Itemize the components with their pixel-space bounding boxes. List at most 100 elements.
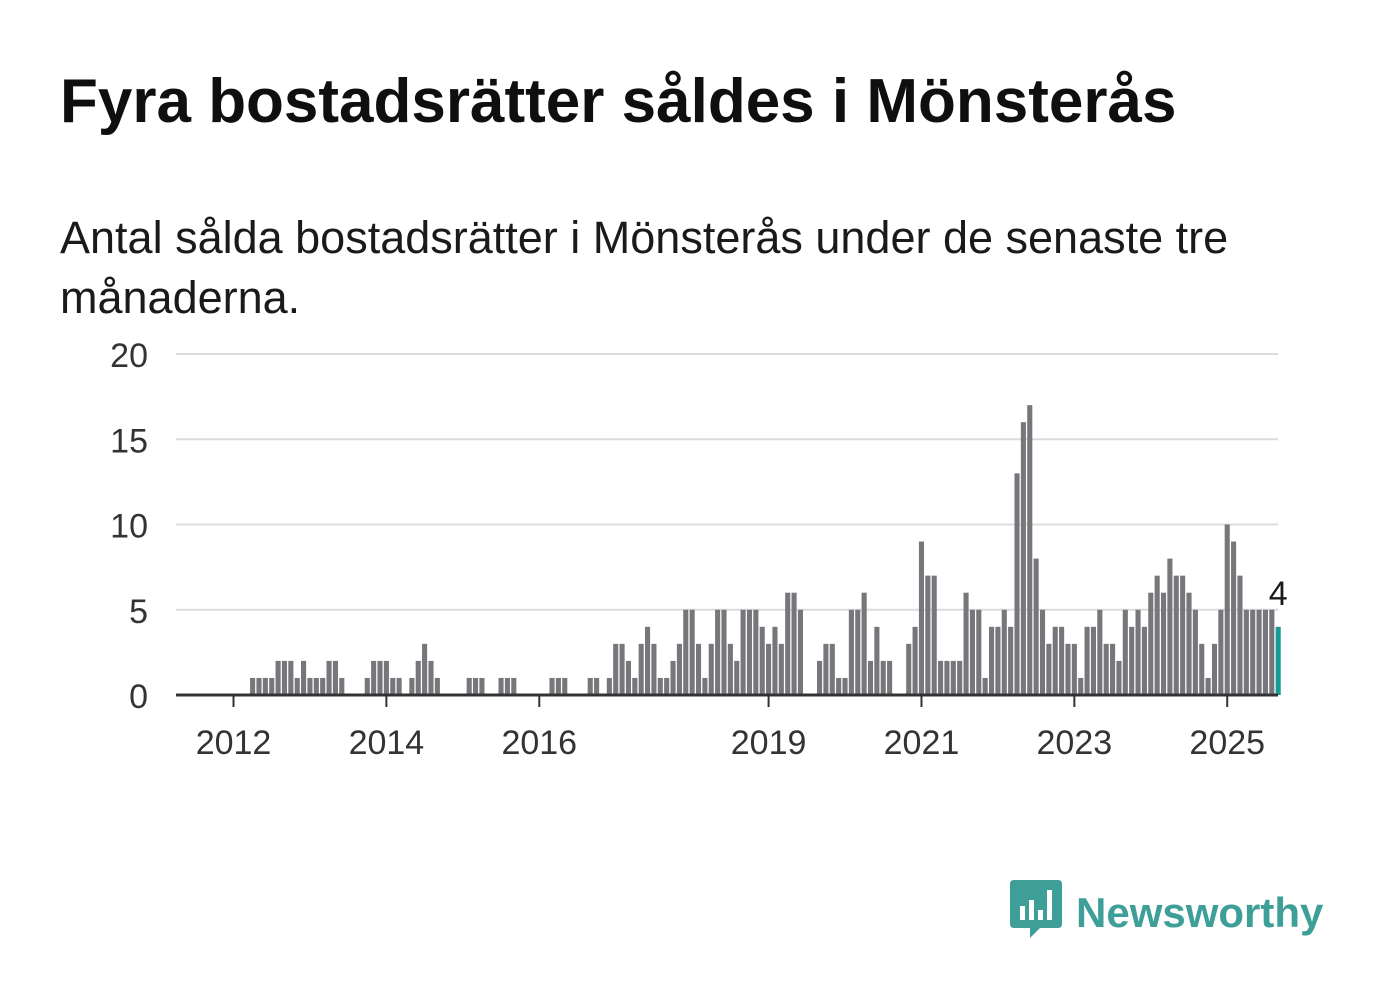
y-tick-label: 0 (129, 678, 148, 716)
chart-title: Fyra bostadsrätter såldes i Mönsterås (60, 67, 1177, 136)
bar (1116, 660, 1122, 695)
bar (1039, 609, 1046, 695)
bar (931, 575, 937, 695)
bar (1256, 609, 1262, 695)
bar (339, 677, 345, 695)
bar (1205, 677, 1211, 695)
bar (1160, 592, 1167, 695)
bar (695, 643, 702, 695)
bar (753, 609, 759, 695)
bar (963, 592, 969, 695)
bar (594, 677, 600, 695)
bar (377, 660, 383, 695)
bar (797, 609, 803, 695)
bar (1001, 609, 1007, 695)
bar (683, 609, 689, 695)
bar (332, 660, 338, 695)
x-tick-label: 2016 (501, 724, 577, 762)
bar (434, 677, 440, 695)
bar (836, 677, 842, 695)
bar (371, 660, 377, 695)
bar (1065, 643, 1071, 695)
bar (1180, 575, 1186, 695)
bar (817, 660, 823, 695)
bar (1059, 626, 1065, 695)
bar (938, 660, 944, 695)
bar (715, 609, 721, 695)
bar (766, 643, 772, 695)
bar (676, 643, 682, 695)
bar (734, 660, 740, 695)
bar (823, 643, 829, 695)
logo-text: Newsworthy (1076, 888, 1324, 936)
x-axis-ticks: 2012 2014 2016 2019 2021 2023 2025 (196, 695, 1265, 762)
bar (721, 609, 727, 695)
bar (320, 677, 326, 695)
bar (829, 643, 835, 695)
bar (1269, 609, 1275, 695)
bar (912, 626, 918, 695)
bar (269, 677, 275, 695)
bar (428, 660, 434, 695)
bar (918, 541, 925, 695)
bar (326, 660, 332, 695)
bar (861, 592, 867, 695)
annotation-label: 4 (1269, 575, 1288, 613)
bar (288, 660, 294, 695)
bar (1084, 626, 1090, 695)
bar (670, 660, 676, 695)
bar (275, 660, 281, 695)
bar (645, 626, 651, 695)
bar (778, 643, 784, 695)
bar (880, 660, 886, 695)
bar (1231, 541, 1237, 695)
bar (1199, 643, 1205, 695)
bar (969, 609, 975, 695)
bar (1103, 643, 1109, 695)
bar (867, 660, 874, 695)
bar-chart-speech-bubble-icon (1010, 880, 1062, 945)
bar (549, 677, 555, 695)
y-axis-ticks: 0 5 10 15 20 (110, 337, 148, 716)
bar (651, 643, 657, 695)
bar (504, 677, 510, 695)
bar (1173, 575, 1179, 695)
bar (657, 677, 663, 695)
bar (785, 592, 791, 695)
bar (479, 677, 485, 695)
bar (664, 677, 670, 695)
newsworthy-logo: Newsworthy (1010, 880, 1323, 945)
bar (855, 609, 861, 695)
bar (281, 660, 288, 695)
bar (262, 677, 268, 695)
bar (791, 592, 797, 695)
bars (250, 405, 1281, 695)
bar (1141, 626, 1147, 695)
bar (842, 677, 848, 695)
bar (256, 677, 262, 695)
bar (613, 643, 619, 695)
bar (364, 677, 370, 695)
bar (708, 643, 714, 695)
bar (874, 626, 880, 695)
y-tick-label: 10 (110, 508, 148, 546)
bar (1110, 643, 1116, 695)
bar (1243, 609, 1249, 695)
bar (689, 609, 695, 695)
y-tick-label: 15 (110, 422, 148, 460)
bar (625, 660, 631, 695)
bar (606, 677, 612, 695)
bar (555, 677, 561, 695)
bar (498, 677, 504, 695)
y-tick-label: 5 (129, 593, 148, 631)
y-tick-label: 20 (110, 337, 148, 375)
bar (1090, 626, 1097, 695)
bar (759, 626, 765, 695)
bar (1052, 626, 1058, 695)
bar (415, 660, 421, 695)
bar (390, 677, 396, 695)
x-tick-label: 2019 (731, 724, 807, 762)
bar (1148, 592, 1154, 695)
bar (1097, 609, 1103, 695)
